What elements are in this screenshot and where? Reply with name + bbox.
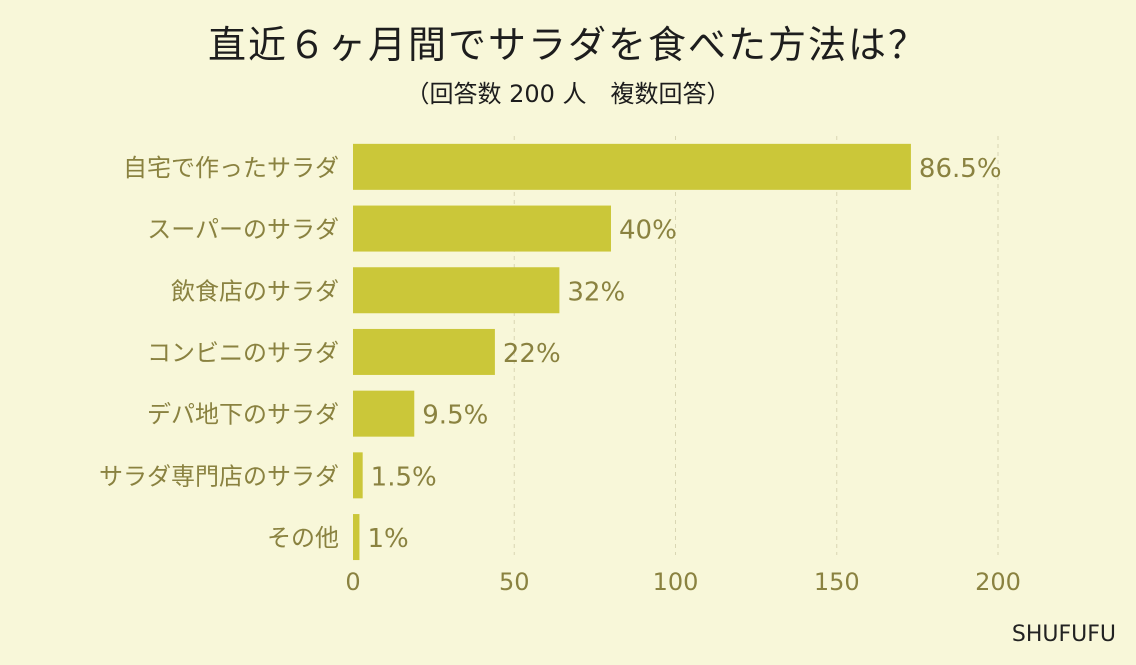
- x-tick-label: 0: [345, 568, 360, 596]
- bar: [353, 452, 363, 499]
- data-label: 32%: [567, 277, 625, 307]
- category-label: スーパーのサラダ: [147, 216, 339, 244]
- bar: [353, 143, 911, 190]
- category-label: 飲食店のサラダ: [171, 277, 339, 305]
- category-label: デパ地下のサラダ: [147, 401, 339, 429]
- bar: [353, 267, 560, 314]
- x-tick-label: 100: [653, 568, 699, 596]
- data-label: 1.5%: [371, 462, 437, 492]
- data-label: 86.5%: [919, 154, 1002, 184]
- x-tick-label: 50: [499, 568, 530, 596]
- data-label: 40%: [619, 216, 677, 246]
- data-label: 1%: [367, 524, 408, 554]
- bar: [353, 205, 611, 252]
- watermark-logo: SHUFUFU: [1011, 622, 1116, 647]
- category-label: 自宅で作ったサラダ: [123, 154, 339, 182]
- category-label: その他: [267, 524, 339, 552]
- data-label: 22%: [503, 339, 561, 369]
- bar: [353, 514, 360, 561]
- bar: [353, 390, 415, 437]
- data-label: 9.5%: [422, 401, 488, 431]
- category-label: サラダ専門店のサラダ: [99, 462, 339, 490]
- category-label: コンビニのサラダ: [147, 339, 339, 367]
- chart-subtitle: （回答数 200 人 複数回答）: [405, 80, 731, 108]
- x-tick-label: 150: [814, 568, 860, 596]
- chart-title: 直近６ヶ月間でサラダを食べた方法は？: [207, 23, 928, 67]
- x-tick-label: 200: [975, 568, 1021, 596]
- bar: [353, 328, 495, 375]
